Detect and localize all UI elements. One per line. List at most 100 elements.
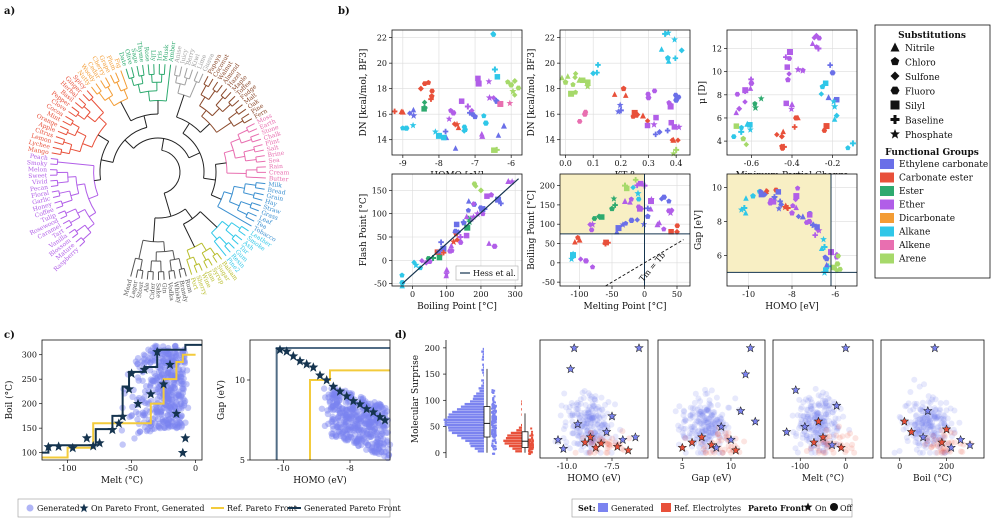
leaf-label: Cream [269, 169, 290, 176]
y-axis-label: Gap (eV) [216, 380, 227, 420]
dendrogram-branch [245, 216, 255, 222]
data-point [813, 44, 820, 50]
data-point [505, 178, 512, 184]
generated-point [325, 420, 332, 428]
generated-point [320, 385, 328, 392]
generated-point [347, 426, 354, 434]
leaf-label: Sweet [28, 172, 48, 180]
strip-point-generated [492, 439, 495, 442]
generated-point [357, 426, 365, 434]
generated-point [385, 451, 393, 459]
y-axis-label: μ [D] [698, 81, 708, 104]
dendrogram-branch [198, 263, 203, 271]
generated-point [175, 423, 182, 430]
legend-group-label: Carbonate ester [899, 174, 974, 184]
histogram-bar-generated [444, 421, 484, 424]
generated-point [171, 423, 179, 430]
generated-point [351, 411, 358, 418]
data-point [441, 134, 447, 141]
y-tick-label: 14 [377, 136, 387, 145]
legend-label-nitrile: Nitrile [905, 44, 935, 54]
generated-point [348, 413, 355, 420]
data-point [822, 267, 829, 273]
dendrogram-branch [163, 241, 166, 252]
data-point [475, 80, 482, 87]
generated-point [583, 422, 590, 429]
generated-point [149, 377, 156, 384]
data-point [464, 224, 471, 231]
strip-point-generated [492, 404, 495, 407]
generated-point [349, 419, 356, 426]
generated-point [929, 411, 936, 418]
plot-background [392, 30, 522, 155]
generated-point [348, 434, 355, 441]
x-tick-label: -0.6 [744, 159, 759, 168]
dendrogram-branch [243, 148, 255, 153]
generated-point [167, 386, 174, 394]
generated-point [155, 422, 162, 430]
dendrogram-branch [189, 81, 198, 98]
leaf-label: Mango [27, 146, 49, 157]
generated-point [380, 422, 387, 430]
data-point [462, 127, 468, 132]
data-point [477, 187, 484, 194]
generated-point [373, 443, 380, 450]
generated-point [171, 381, 179, 388]
data-point [644, 213, 651, 219]
dendrogram-branch [51, 190, 59, 193]
generated-point [139, 409, 147, 416]
legend-group-label: Dicarbonate [899, 214, 955, 224]
generated-point [178, 412, 185, 419]
ref-point [928, 443, 935, 450]
generated-point [699, 412, 706, 419]
dendrogram-arc [203, 83, 209, 88]
generated-point [947, 405, 954, 412]
dendrogram-branch [90, 98, 104, 113]
dendrogram-branch [60, 215, 68, 220]
data-point [588, 227, 595, 233]
dendrogram-branch [254, 192, 264, 196]
generated-point [335, 402, 342, 409]
generated-point [325, 394, 332, 401]
dendrogram-branch [231, 100, 240, 107]
data-point [570, 250, 576, 257]
generated-point [335, 403, 343, 410]
generated-point [377, 440, 385, 447]
data-point [464, 103, 471, 110]
generated-point [156, 389, 163, 397]
ref-point [716, 434, 723, 441]
dendrogram-branch [94, 179, 101, 182]
legend-off-label: Off [840, 504, 854, 513]
generated-point [175, 365, 183, 373]
legend-color-swatch [880, 186, 894, 196]
generated-point [161, 417, 169, 424]
histogram-bar-ref [521, 400, 522, 403]
generated-point [368, 419, 375, 426]
dendrogram-arc [183, 211, 201, 225]
data-point [508, 82, 515, 88]
generated-point [805, 397, 812, 404]
generated-point [328, 391, 335, 398]
data-point [430, 255, 437, 261]
leaf-label: Olive [123, 48, 134, 65]
generated-point [368, 447, 376, 454]
generated-point [155, 424, 162, 431]
data-point [795, 114, 801, 121]
generated-point [379, 430, 386, 437]
generated-point [154, 408, 162, 416]
generated-point [356, 424, 364, 432]
leaf-label: Floral [31, 190, 50, 200]
data-point [470, 201, 477, 207]
data-point [493, 146, 500, 153]
generated-point [372, 416, 380, 424]
dendrogram-arc [91, 123, 107, 148]
generated-point [178, 405, 185, 412]
data-point [661, 226, 667, 232]
data-point [658, 196, 665, 202]
legend-label-chloro: Chloro [905, 59, 936, 69]
data-point [603, 239, 609, 246]
y-tick-label: 8 [717, 91, 722, 100]
generated-point [357, 435, 364, 443]
x-tick-label: 0 [193, 464, 198, 473]
